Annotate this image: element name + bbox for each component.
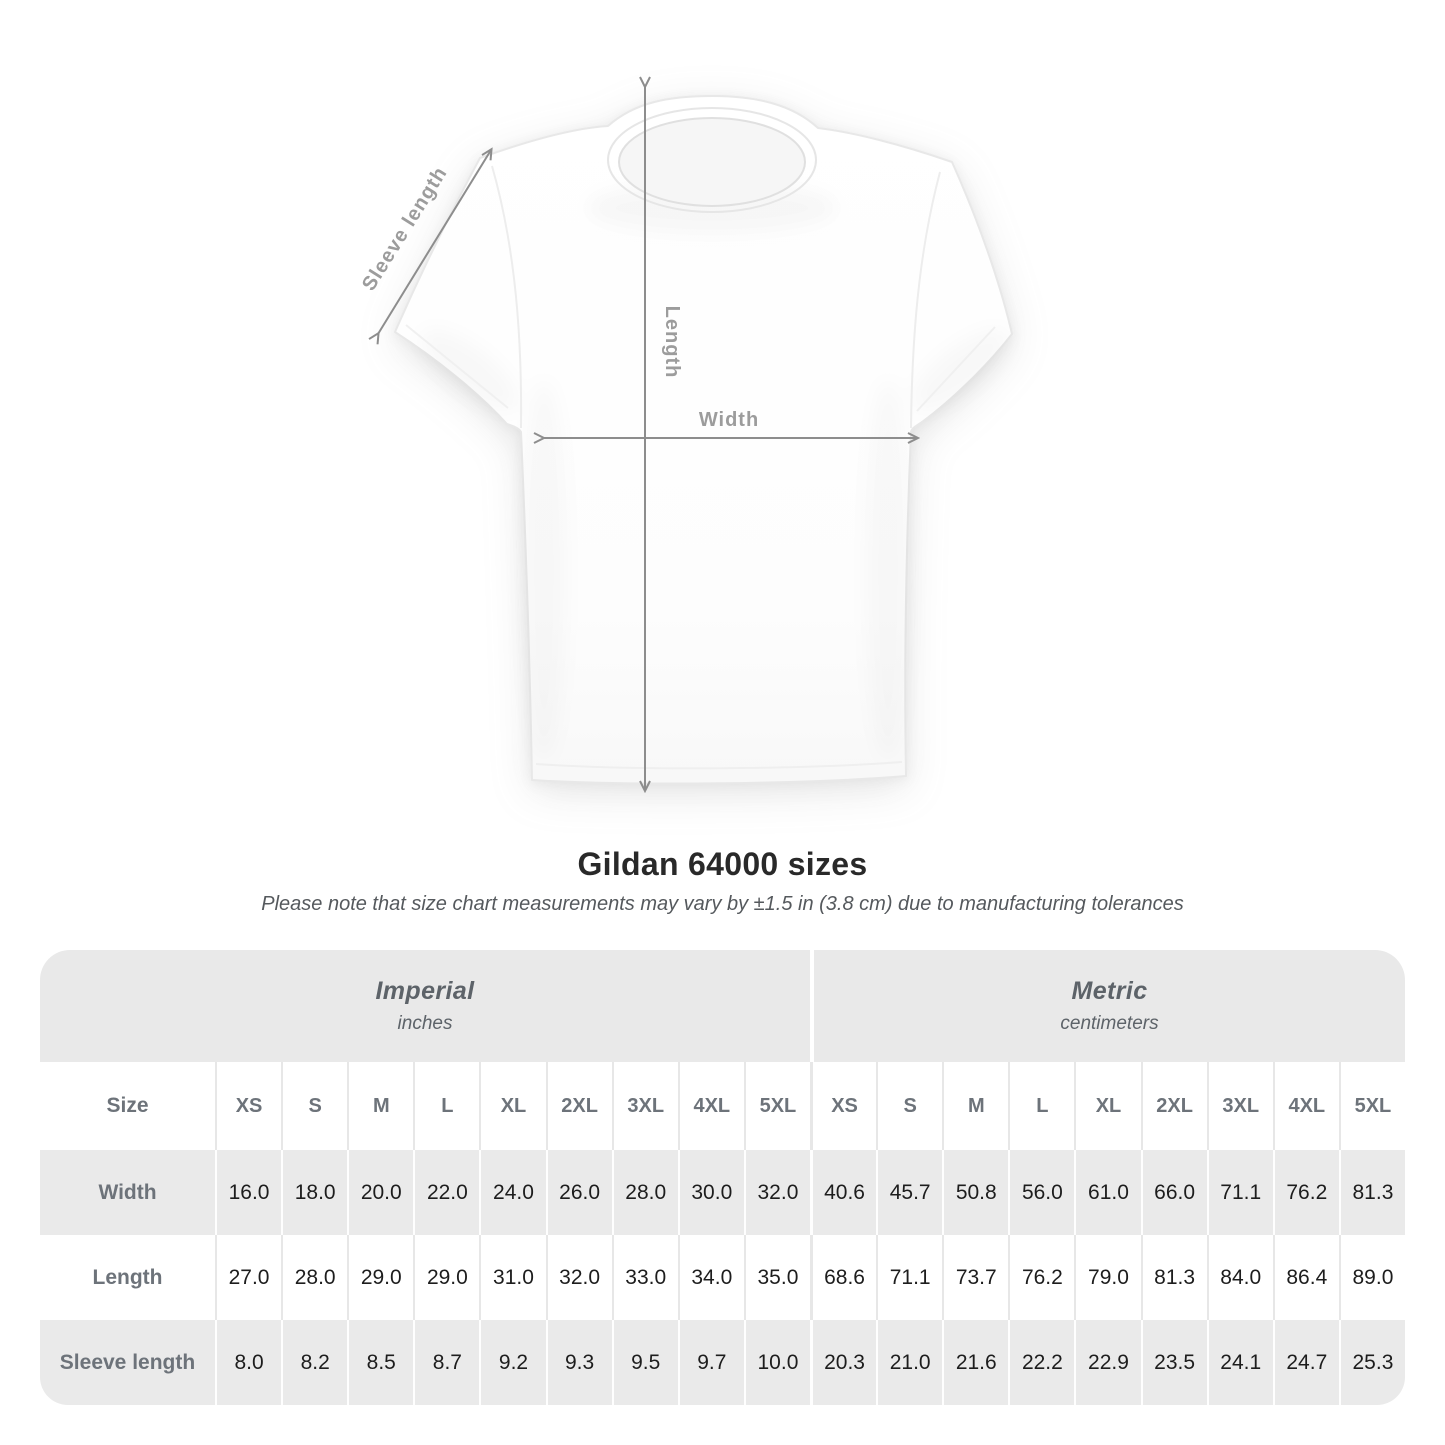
size-header-row: Size XS S M L XL 2XL 3XL 4XL 5XL XS S M … <box>40 1062 1405 1150</box>
page-title: Gildan 64000 sizes <box>577 846 868 882</box>
size-2xl-imperial: 2XL <box>561 1094 598 1117</box>
length-value: 86.4 <box>1286 1265 1328 1289</box>
width-value: 28.0 <box>625 1180 667 1204</box>
sleeve-value: 9.7 <box>697 1350 727 1374</box>
width-value: 56.0 <box>1021 1180 1063 1204</box>
width-value: 26.0 <box>559 1180 601 1204</box>
sleeve-value: 23.5 <box>1154 1350 1196 1374</box>
length-value: 81.3 <box>1154 1265 1196 1289</box>
size-3xl-metric: 3XL <box>1222 1094 1260 1117</box>
size-xs-metric: XS <box>831 1094 858 1117</box>
length-value: 35.0 <box>757 1265 799 1289</box>
size-s-metric: S <box>903 1094 917 1117</box>
imperial-subtitle: inches <box>397 1013 453 1034</box>
size-l-imperial: L <box>441 1094 454 1117</box>
length-value: 29.0 <box>360 1265 402 1289</box>
length-value: 68.6 <box>824 1265 865 1289</box>
size-xs-imperial: XS <box>235 1094 263 1117</box>
metric-header: Metric centimeters <box>814 950 1405 1062</box>
sleeve-value: 20.3 <box>824 1350 865 1374</box>
width-row: Width 16.0 18.0 20.0 22.0 24.0 26.0 28.0… <box>40 1150 1405 1235</box>
sleeve-value: 24.7 <box>1286 1350 1328 1374</box>
sleeve-value: 8.2 <box>300 1350 330 1374</box>
hem-stitch <box>535 761 903 770</box>
length-value: 73.7 <box>955 1265 997 1289</box>
size-xl-imperial: XL <box>500 1094 527 1117</box>
right-sleeve-seam <box>910 171 941 429</box>
left-sleeve-seam <box>491 165 523 429</box>
size-5xl-metric: 5XL <box>1354 1094 1392 1117</box>
sleeve-value: 24.1 <box>1220 1350 1262 1374</box>
width-value: 45.7 <box>889 1180 931 1204</box>
length-value: 71.1 <box>889 1265 931 1289</box>
length-value: 89.0 <box>1352 1265 1394 1289</box>
length-value: 31.0 <box>493 1265 534 1289</box>
sleeve-value: 9.2 <box>498 1350 529 1374</box>
size-m-metric: M <box>967 1094 985 1117</box>
width-value: 22.0 <box>426 1180 468 1204</box>
sleeve-value: 21.6 <box>955 1350 997 1374</box>
sleeve-value: 21.0 <box>889 1350 931 1374</box>
length-value: 84.0 <box>1220 1265 1262 1289</box>
sleeve-value: 10.0 <box>757 1350 799 1374</box>
imperial-title: Imperial <box>375 977 475 1005</box>
size-2xl-metric: 2XL <box>1156 1094 1193 1117</box>
metric-subtitle: centimeters <box>1060 1013 1159 1034</box>
size-4xl-imperial: 4XL <box>693 1094 731 1117</box>
sleeve-value: 22.9 <box>1088 1350 1129 1374</box>
unit-band: Imperial inches Metric centimeters <box>40 950 1405 1062</box>
length-value: 79.0 <box>1088 1265 1129 1289</box>
width-row-label: Width <box>98 1180 157 1204</box>
size-s-imperial: S <box>308 1094 322 1117</box>
width-value: 32.0 <box>757 1180 799 1204</box>
metric-title: Metric <box>1071 977 1148 1005</box>
sleeve-value: 8.0 <box>234 1350 264 1374</box>
sleeve-row-label: Sleeve length <box>59 1350 196 1374</box>
sleeve-value: 25.3 <box>1352 1350 1394 1374</box>
length-value: 34.0 <box>691 1265 733 1289</box>
width-value: 81.3 <box>1352 1180 1394 1204</box>
right-cuff-stitch <box>916 326 996 412</box>
length-value: 27.0 <box>228 1265 270 1289</box>
size-table: Imperial inches Metric centimeters Size … <box>40 950 1405 1405</box>
page-subtitle: Please note that size chart measurements… <box>261 893 1184 915</box>
width-value: 76.2 <box>1286 1180 1328 1204</box>
length-value: 33.0 <box>625 1265 667 1289</box>
length-row-label: Length <box>92 1265 163 1289</box>
tshirt-image <box>394 95 1013 785</box>
width-value: 40.6 <box>824 1180 865 1204</box>
sleeve-value: 22.2 <box>1021 1350 1063 1374</box>
size-5xl-imperial: 5XL <box>759 1094 797 1117</box>
width-value: 61.0 <box>1088 1180 1129 1204</box>
tshirt-collar-opening <box>618 117 806 207</box>
width-value: 30.0 <box>691 1180 733 1204</box>
length-value: 32.0 <box>559 1265 601 1289</box>
size-m-imperial: M <box>372 1094 390 1117</box>
width-value: 50.8 <box>955 1180 997 1204</box>
width-value: 16.0 <box>228 1180 270 1204</box>
length-value: 29.0 <box>426 1265 468 1289</box>
imperial-header: Imperial inches <box>40 950 810 1062</box>
size-xl-metric: XL <box>1095 1094 1122 1117</box>
width-value: 66.0 <box>1154 1180 1196 1204</box>
sleeve-value: 8.5 <box>366 1350 396 1374</box>
width-value: 24.0 <box>493 1180 534 1204</box>
size-3xl-imperial: 3XL <box>627 1094 665 1117</box>
width-value: 18.0 <box>294 1180 336 1204</box>
length-row: Length 27.0 28.0 29.0 29.0 31.0 32.0 33.… <box>40 1235 1405 1320</box>
tshirt-collar-seam <box>607 107 817 213</box>
sleeve-value: 9.5 <box>631 1350 661 1374</box>
length-value: 28.0 <box>294 1265 336 1289</box>
size-4xl-metric: 4XL <box>1288 1094 1326 1117</box>
length-value: 76.2 <box>1021 1265 1063 1289</box>
sleeve-value: 9.3 <box>565 1350 595 1374</box>
size-l-metric: L <box>1036 1094 1049 1117</box>
width-value: 71.1 <box>1220 1180 1262 1204</box>
width-value: 20.0 <box>360 1180 402 1204</box>
sleeve-length-row: Sleeve length 8.0 8.2 8.5 8.7 9.2 9.3 9.… <box>40 1320 1405 1405</box>
size-column-header: Size <box>106 1094 149 1117</box>
sleeve-value: 8.7 <box>432 1350 462 1374</box>
